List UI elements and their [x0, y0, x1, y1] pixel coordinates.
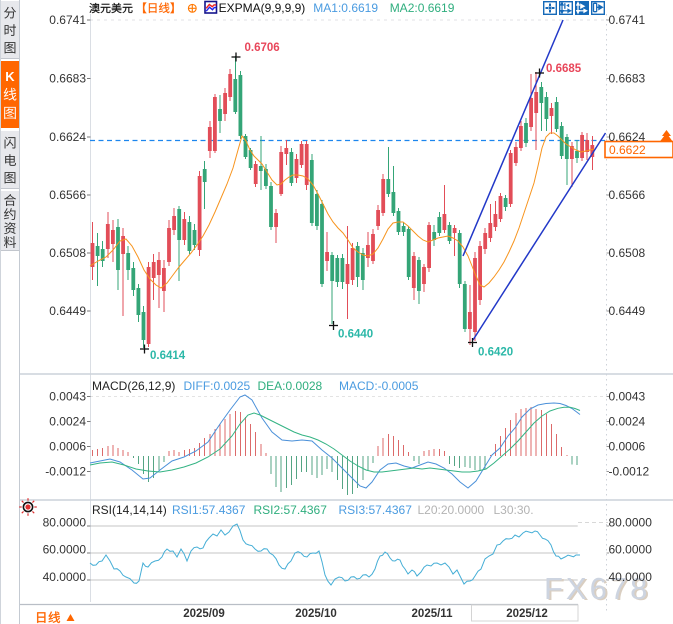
svg-text:0.6414: 0.6414: [150, 350, 186, 362]
svg-text:MACD(26,12,9): MACD(26,12,9): [92, 379, 175, 393]
svg-text:MA2:0.6619: MA2:0.6619: [390, 1, 455, 15]
svg-text:2025/10: 2025/10: [295, 608, 337, 620]
svg-text:0.6624: 0.6624: [609, 130, 646, 144]
svg-text:0.0043: 0.0043: [49, 390, 86, 404]
svg-text:L30:30.: L30:30.: [494, 503, 534, 517]
svg-text:0.6685: 0.6685: [546, 63, 582, 75]
svg-text:MACD:-0.0005: MACD:-0.0005: [339, 379, 419, 393]
svg-text:60.0000: 60.0000: [43, 543, 87, 557]
svg-text:0.6683: 0.6683: [49, 72, 86, 86]
svg-text:0.6508: 0.6508: [609, 246, 646, 260]
svg-text:2025/09: 2025/09: [183, 608, 225, 620]
svg-text:FX678: FX678: [546, 572, 652, 607]
svg-text:0.6449: 0.6449: [49, 304, 86, 318]
svg-text:L20:20.0000: L20:20.0000: [418, 503, 485, 517]
svg-text:0.6624: 0.6624: [49, 130, 86, 144]
svg-text:0.6508: 0.6508: [49, 246, 86, 260]
svg-text:0.0006: 0.0006: [609, 440, 646, 454]
svg-text:MA1:0.6619: MA1:0.6619: [313, 1, 378, 15]
svg-text:40.0000: 40.0000: [43, 570, 87, 584]
svg-text:RSI3:57.4367: RSI3:57.4367: [339, 503, 413, 517]
svg-text:0.6683: 0.6683: [609, 72, 646, 86]
svg-text:RSI(14,14,14): RSI(14,14,14): [92, 503, 167, 517]
svg-text:80.0000: 80.0000: [43, 516, 87, 530]
svg-text:0.6741: 0.6741: [49, 13, 86, 27]
svg-text:0.0043: 0.0043: [609, 390, 646, 404]
svg-text:RSI1:57.4367: RSI1:57.4367: [172, 503, 246, 517]
svg-text:RSI2:57.4367: RSI2:57.4367: [254, 503, 328, 517]
svg-text:80.0000: 80.0000: [609, 516, 653, 530]
svg-text:DEA:0.0028: DEA:0.0028: [258, 379, 323, 393]
svg-text:0.6440: 0.6440: [338, 329, 373, 341]
svg-text:0.6706: 0.6706: [245, 42, 280, 54]
svg-text:0.6741: 0.6741: [609, 13, 646, 27]
svg-text:-0.0012: -0.0012: [609, 465, 650, 479]
svg-text:0.6566: 0.6566: [609, 188, 646, 202]
svg-text:-0.0012: -0.0012: [45, 465, 86, 479]
svg-text:0.6566: 0.6566: [49, 188, 86, 202]
svg-text:DIFF:0.0025: DIFF:0.0025: [184, 379, 251, 393]
svg-text:0.0024: 0.0024: [49, 415, 86, 429]
svg-text:FX678: FX678: [544, 571, 650, 606]
svg-text:2025/12: 2025/12: [506, 608, 548, 620]
svg-text:60.0000: 60.0000: [609, 543, 653, 557]
svg-text:0.6449: 0.6449: [609, 304, 646, 318]
svg-text:K: K: [5, 69, 15, 84]
svg-text:0.6622: 0.6622: [609, 143, 646, 157]
svg-text:0.6420: 0.6420: [478, 347, 513, 359]
svg-text:2025/11: 2025/11: [412, 608, 454, 620]
svg-text:EXPMA(9,9,9,9): EXPMA(9,9,9,9): [219, 1, 306, 15]
svg-text:40.0000: 40.0000: [609, 570, 653, 584]
svg-text:0.0006: 0.0006: [49, 440, 86, 454]
svg-text:0.0024: 0.0024: [609, 415, 646, 429]
